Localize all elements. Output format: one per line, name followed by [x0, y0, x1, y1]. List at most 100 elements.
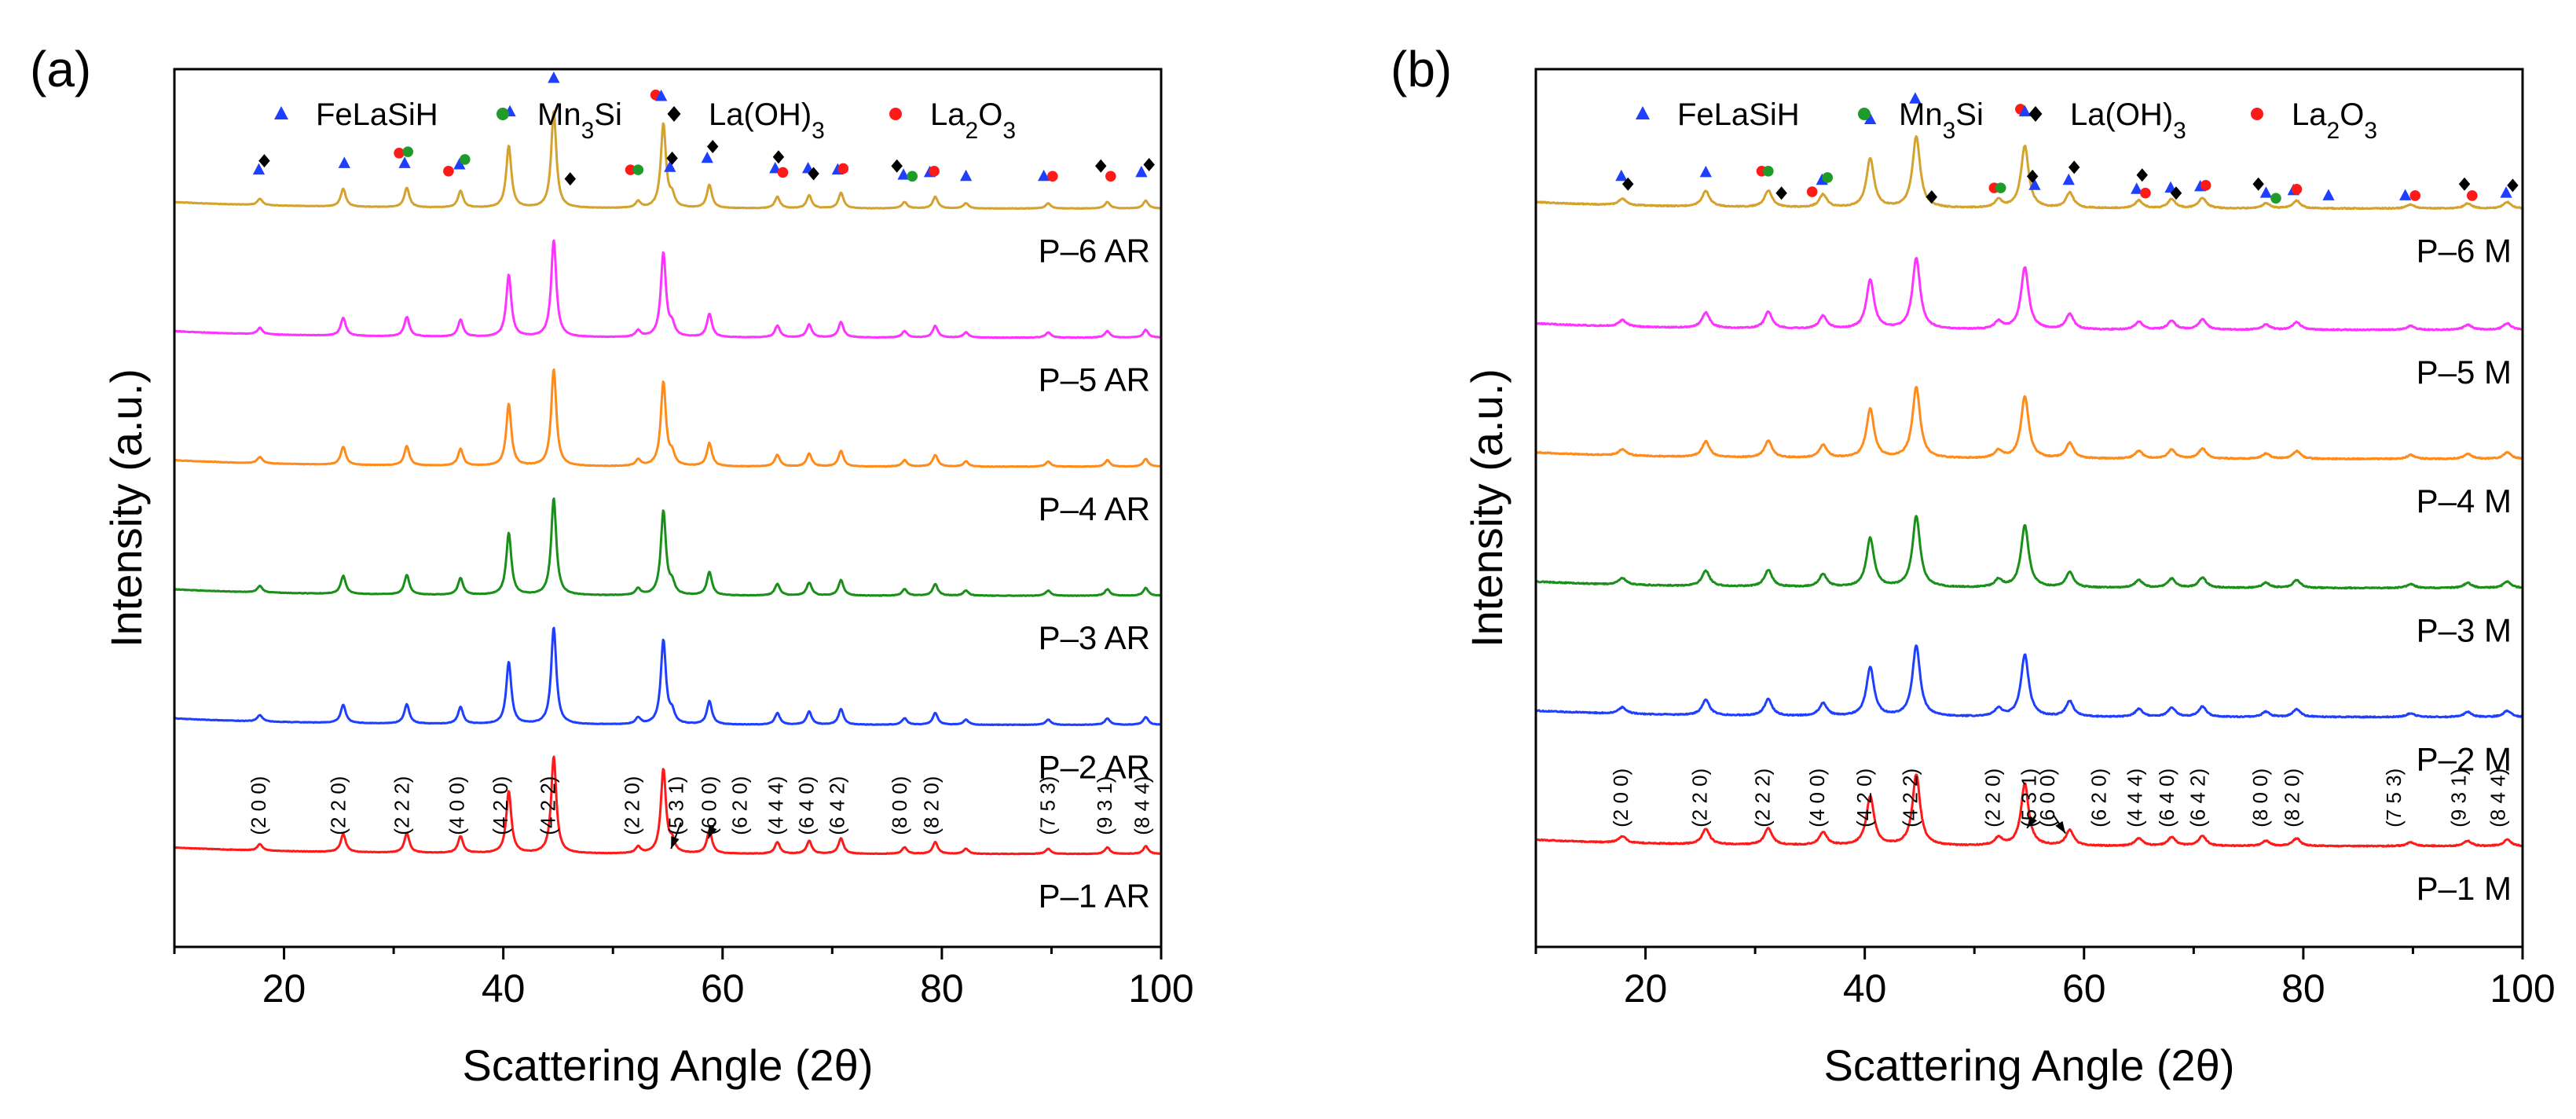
hkl-arrows	[2026, 814, 2066, 834]
phase-marker	[1863, 112, 1877, 125]
y-axis-title: Intensity (a.u.)	[1462, 369, 1512, 648]
phase-marker	[252, 163, 266, 175]
series-line	[1535, 644, 2523, 719]
legend: FeLaSiH Mn3Si La(OH)3 La2O3	[1636, 97, 2377, 144]
legend-label: La2O3	[930, 97, 1016, 144]
phase-marker	[2409, 190, 2421, 201]
hkl-label: (2 2 0)	[1981, 769, 2004, 827]
y-axis-title: Intensity (a.u.)	[101, 369, 151, 648]
phase-marker	[2507, 178, 2519, 193]
phase-marker	[891, 159, 903, 173]
hkl-label: (9 3 1)	[1093, 776, 1116, 835]
x-tick-label: 80	[920, 967, 964, 1011]
x-tick-label: 100	[1128, 967, 1193, 1011]
phase-marker	[2136, 168, 2148, 182]
phase-marker	[258, 154, 270, 168]
x-tick-label: 60	[701, 967, 745, 1011]
phase-marker	[2322, 189, 2335, 200]
hkl-label: (4 4 4)	[764, 776, 788, 835]
phase-marker	[338, 156, 350, 168]
hkl-label: (4 0 0)	[1805, 769, 1829, 827]
hkl-label: (8 2 0)	[2280, 769, 2303, 827]
phase-marker	[907, 171, 918, 182]
phase-marker	[2291, 183, 2303, 195]
series-label: P–1 M	[2417, 870, 2512, 907]
hkl-label: (4 4 4)	[2123, 769, 2147, 827]
hkl-arrowhead	[671, 836, 680, 849]
series-line	[174, 626, 1162, 727]
x-tick-label: 60	[2062, 967, 2106, 1011]
x-axis: 20 40 60 80 100	[173, 947, 1194, 1011]
legend-marker	[2251, 108, 2263, 120]
chart-panel-b: P–1 MP–2 MP–3 MP–4 MP–5 MP–6 M(2 0 0) (2 …	[1391, 41, 2556, 1090]
hkl-arrows	[670, 822, 717, 849]
phase-marker	[654, 89, 668, 101]
series-label: P–6 M	[2417, 232, 2512, 269]
phase-marker	[1806, 186, 1818, 197]
phase-marker	[897, 168, 910, 180]
hkl-label: (4 0 0)	[445, 776, 468, 835]
legend-marker	[1636, 106, 1650, 119]
legend-label: La(OH)3	[2070, 97, 2186, 144]
phase-marker	[2270, 193, 2281, 204]
hkl-label: (2 2 0)	[621, 776, 644, 835]
series-label: P–5 AR	[1039, 361, 1150, 398]
phase-marker	[2018, 105, 2032, 117]
phase-marker	[453, 158, 466, 170]
phase-marker	[1699, 165, 1712, 178]
phase-marker	[666, 151, 678, 165]
phase-marker	[2467, 190, 2478, 201]
hkl-label: (8 4 4)	[1130, 776, 1154, 835]
phase-marker	[2170, 186, 2182, 200]
series-label: P–3 M	[2417, 611, 2512, 648]
phase-marker	[701, 151, 713, 163]
hkl-label: (4 2 0)	[1852, 769, 1876, 827]
phase-marker	[2399, 189, 2412, 200]
phase-marker	[1615, 169, 1628, 182]
hkl-label: (9 3 1)	[2446, 769, 2470, 827]
legend-label: La2O3	[2292, 97, 2377, 144]
phase-markers	[1615, 92, 2519, 204]
x-axis: 20 40 60 80 100	[1534, 947, 2556, 1011]
hkl-label: (8 2 0)	[920, 776, 944, 835]
phase-marker	[1926, 190, 1938, 204]
legend-label: La(OH)3	[709, 97, 825, 144]
legend-marker	[667, 106, 681, 122]
phase-marker	[1135, 165, 1148, 178]
hkl-label: (6 4 0)	[795, 776, 819, 835]
series-label: P–4 AR	[1039, 490, 1150, 527]
x-tick-label: 40	[482, 967, 526, 1011]
series-label: P–3 AR	[1039, 619, 1150, 656]
hkl-label: (4 2 0)	[489, 776, 512, 835]
phase-marker	[564, 172, 577, 186]
hkl-label: (6 2 0)	[2087, 769, 2111, 827]
phase-marker	[2500, 186, 2512, 198]
phase-marker	[1105, 171, 1116, 182]
hkl-label: (2 2 2)	[390, 776, 414, 835]
hkl-label: (2 0 0)	[247, 776, 270, 835]
series-label: P–2 M	[2417, 741, 2512, 778]
series-label: P–1 AR	[1039, 878, 1150, 915]
phase-marker	[2068, 160, 2080, 174]
phase-marker	[2131, 182, 2143, 194]
phase-marker	[2259, 186, 2273, 198]
phase-marker	[777, 167, 789, 178]
phase-marker	[1095, 159, 1107, 173]
hkl-label: (4 2 2)	[536, 776, 559, 835]
hkl-label: (6 4 2)	[826, 776, 849, 835]
hkl-label: (2 2 0)	[327, 776, 350, 835]
phase-marker	[443, 165, 454, 177]
phase-marker	[402, 146, 414, 157]
phase-marker	[1047, 171, 1058, 182]
phase-marker	[2026, 169, 2039, 183]
hkl-labels: (2 0 0) (2 2 0) (2 2 2) (4 0 0) (4 2 0) (4 2 …	[1609, 769, 2510, 827]
series-line	[1535, 515, 2523, 590]
legend-label: Mn3Si	[1899, 97, 1984, 144]
hkl-labels: (2 0 0) (2 2 0) (2 2 2) (4 0 0) (4 2 0) (4 2 …	[247, 776, 1154, 835]
x-tick-label: 40	[1843, 967, 1887, 1011]
x-tick-label: 100	[2490, 967, 2555, 1011]
legend-label: FeLaSiH	[1677, 97, 1800, 132]
series-line	[174, 239, 1162, 339]
phase-marker	[772, 150, 785, 164]
phase-marker	[632, 164, 644, 175]
